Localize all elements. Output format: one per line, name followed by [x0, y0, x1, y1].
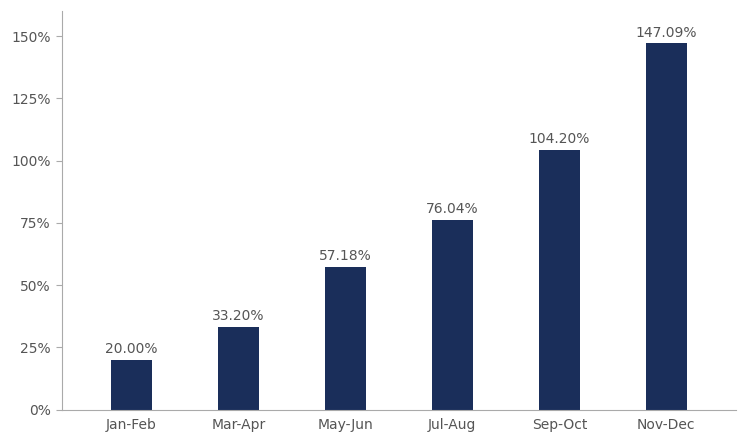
Text: 104.20%: 104.20%	[529, 132, 590, 146]
Text: 76.04%: 76.04%	[426, 202, 479, 217]
Text: 20.00%: 20.00%	[105, 342, 158, 356]
Bar	[646, 43, 686, 410]
Bar	[218, 327, 258, 410]
Text: 57.18%: 57.18%	[319, 249, 372, 264]
Bar	[432, 220, 473, 410]
Bar	[111, 360, 152, 410]
Bar	[325, 267, 365, 410]
Text: 147.09%: 147.09%	[636, 26, 697, 39]
Text: 33.20%: 33.20%	[212, 309, 264, 323]
Bar	[539, 150, 580, 410]
